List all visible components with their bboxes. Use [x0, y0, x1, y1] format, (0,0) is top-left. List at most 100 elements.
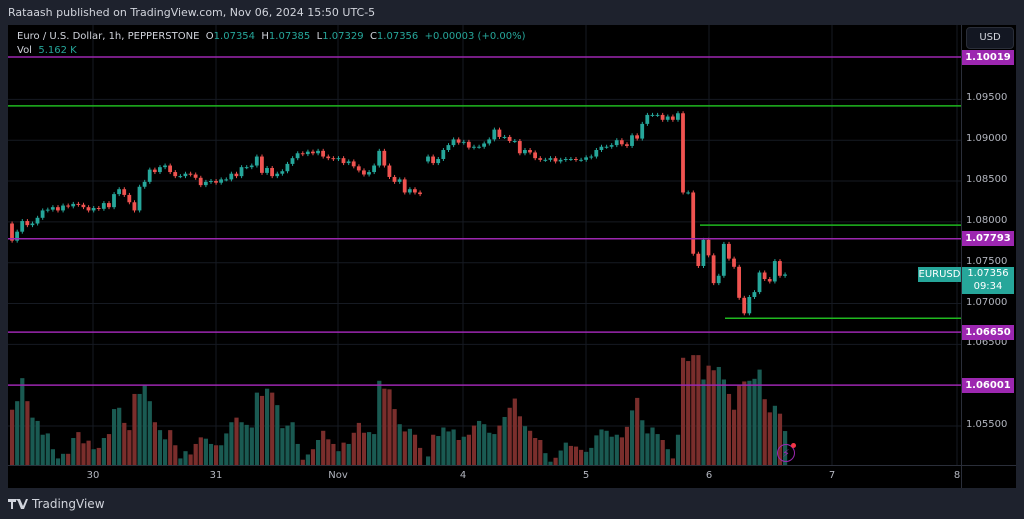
candle-body [548, 158, 553, 160]
volume-bar [752, 378, 757, 465]
candle-body [568, 158, 573, 160]
symbol-title[interactable]: Euro / U.S. Dollar, 1h, PEPPERSTONE [17, 31, 200, 42]
candle-body [341, 158, 346, 164]
lightning-icon[interactable]: ⚡ [777, 443, 796, 462]
volume-bar [502, 416, 507, 465]
volume-bar [604, 430, 609, 465]
candle-body [492, 129, 497, 140]
candle-body [778, 261, 782, 276]
candle-body [81, 204, 86, 208]
level-price-tag: 1.06001 [962, 377, 1014, 393]
candle-body [604, 146, 609, 148]
candle-body [660, 114, 665, 120]
candle-body [579, 159, 583, 161]
candle-body [645, 114, 650, 124]
volume-bar [91, 449, 96, 465]
volume-bar [377, 380, 382, 465]
volume-label[interactable]: Vol [17, 45, 32, 56]
symbol-legend: Euro / U.S. Dollar, 1h, PEPPERSTONE O1.0… [17, 30, 526, 58]
volume-bar [640, 420, 645, 465]
candle-body [487, 139, 492, 144]
volume-bar [188, 454, 193, 465]
volume-bar [270, 392, 275, 465]
volume-bar [280, 428, 285, 465]
candle-body [625, 144, 629, 146]
volume-bar [573, 446, 579, 465]
candle-body [377, 150, 382, 166]
candle-body [50, 207, 55, 210]
volume-bar [412, 434, 418, 465]
candle-body [502, 136, 507, 138]
candle-body [630, 135, 634, 146]
candle-body [747, 296, 752, 314]
volume-bar [367, 432, 372, 465]
candle-body [392, 176, 397, 182]
candle-body [477, 146, 481, 148]
candle-body [305, 151, 310, 155]
volume-bar [316, 440, 321, 465]
volume-bar [86, 440, 91, 465]
candle-body [234, 173, 239, 177]
volume-bar [265, 388, 270, 465]
candle-body [655, 114, 660, 116]
candle-body [132, 202, 137, 211]
candle-body [446, 145, 451, 151]
candle-body [716, 275, 721, 284]
level-price-tag: 1.10019 [962, 49, 1014, 65]
candle-body [244, 167, 249, 169]
volume-bar [137, 393, 142, 465]
current-price-tag: 1.07356 09:34 [962, 267, 1014, 294]
candle-body [436, 158, 441, 164]
volume-bar [497, 425, 502, 465]
volume-bar [701, 379, 706, 465]
candle-body [742, 297, 747, 314]
volume-bar [624, 426, 630, 465]
candle-body [356, 166, 361, 171]
volume-bar [310, 449, 316, 465]
candle-body [696, 253, 701, 266]
candle-body [203, 181, 208, 186]
volume-bar [55, 458, 61, 465]
candle-body [183, 173, 188, 177]
candle-body [101, 203, 106, 209]
candle-body [451, 139, 456, 146]
brand-name: TradingView [32, 497, 105, 511]
volume-bar [101, 438, 106, 465]
volume-bar [387, 389, 392, 465]
candle-body [239, 167, 244, 177]
candle-body [163, 165, 167, 168]
candle-body [523, 150, 527, 154]
volume-bar [686, 361, 691, 465]
candle-body [589, 156, 594, 158]
volume-bar [461, 436, 466, 465]
time-tick-label: 30 [86, 470, 100, 481]
time-tick-label: 31 [209, 470, 223, 481]
candle-body [285, 163, 290, 172]
candle-body [219, 179, 223, 183]
currency-button[interactable]: USD [966, 27, 1014, 49]
candle-body [127, 194, 132, 203]
price-tick-label: 1.09000 [966, 133, 1008, 145]
candle-body [198, 177, 203, 186]
volume-bar [331, 443, 336, 465]
time-tick-label: Nov [328, 470, 348, 481]
price-tick-label: 1.09500 [966, 92, 1008, 104]
tradingview-logo-icon [8, 499, 28, 509]
volume-bar [214, 445, 219, 465]
volume-bar [20, 378, 25, 465]
candle-body [533, 152, 537, 159]
volume-bar [436, 436, 441, 465]
candle-body [168, 165, 172, 173]
volume-bar [507, 407, 512, 465]
candle-body [472, 146, 476, 148]
chart-panel[interactable] [8, 25, 1016, 488]
candle-body [650, 114, 655, 116]
candle-body [783, 274, 787, 276]
open-label: O [205, 31, 214, 42]
volume-bar [117, 407, 122, 465]
candle-body [40, 210, 45, 218]
candle-body [599, 146, 604, 151]
volume-bar [392, 409, 397, 465]
volume-bar [426, 456, 431, 465]
